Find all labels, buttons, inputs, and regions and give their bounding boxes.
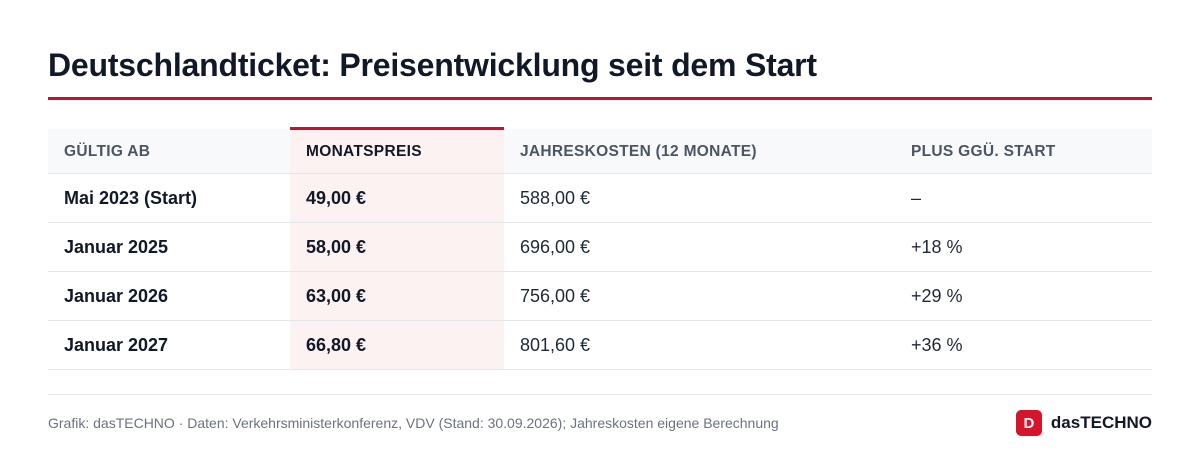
column-header-valid-from: Gültig ab: [48, 128, 290, 174]
footer: Grafik: dasTECHNO · Daten: Verkehrsminis…: [48, 394, 1152, 451]
cell-increase: +36 %: [895, 320, 1152, 370]
brand-name: dasTECHNO: [1050, 413, 1152, 432]
table-row: Mai 2023 (Start) 49,00 € 588,00 € –: [48, 173, 1152, 223]
cell-monthly-price: 58,00 €: [290, 222, 504, 272]
cell-annual-cost: 588,00 €: [504, 173, 895, 223]
cell-monthly-price: 63,00 €: [290, 271, 504, 321]
source-note: Grafik: dasTECHNO · Daten: Verkehrsminis…: [48, 415, 779, 431]
cell-annual-cost: 696,00 €: [504, 222, 895, 272]
price-table: Gültig ab Monatspreis Jahreskosten (12 M…: [48, 127, 1152, 370]
table-header-row: Gültig ab Monatspreis Jahreskosten (12 M…: [48, 127, 1152, 174]
cell-increase: –: [895, 173, 1152, 223]
cell-increase: +29 %: [895, 271, 1152, 321]
table-row: Januar 2025 58,00 € 696,00 € +18 %: [48, 222, 1152, 272]
cell-monthly-price: 66,80 €: [290, 320, 504, 370]
cell-valid-from: Januar 2025: [48, 222, 290, 272]
cell-monthly-price: 49,00 €: [290, 173, 504, 223]
cell-valid-from: Januar 2027: [48, 320, 290, 370]
brand: D dasTECHNO: [1015, 410, 1152, 436]
table-row: Januar 2026 63,00 € 756,00 € +29 %: [48, 271, 1152, 321]
cell-increase: +18 %: [895, 222, 1152, 272]
cell-valid-from: Mai 2023 (Start): [48, 173, 290, 223]
brand-logo-icon: D: [1015, 410, 1042, 436]
column-header-annual-cost: Jahreskosten (12 Monate): [504, 128, 895, 174]
cell-annual-cost: 756,00 €: [504, 271, 895, 321]
graphic-container: Deutschlandticket: Preisentwicklung seit…: [48, 0, 1152, 436]
page-title: Deutschlandticket: Preisentwicklung seit…: [48, 0, 1152, 100]
table-row: Januar 2027 66,80 € 801,60 € +36 %: [48, 320, 1152, 370]
cell-annual-cost: 801,60 €: [504, 320, 895, 370]
column-header-increase: Plus ggü. Start: [895, 128, 1152, 174]
column-header-monthly-price: Monatspreis: [290, 127, 504, 174]
cell-valid-from: Januar 2026: [48, 271, 290, 321]
